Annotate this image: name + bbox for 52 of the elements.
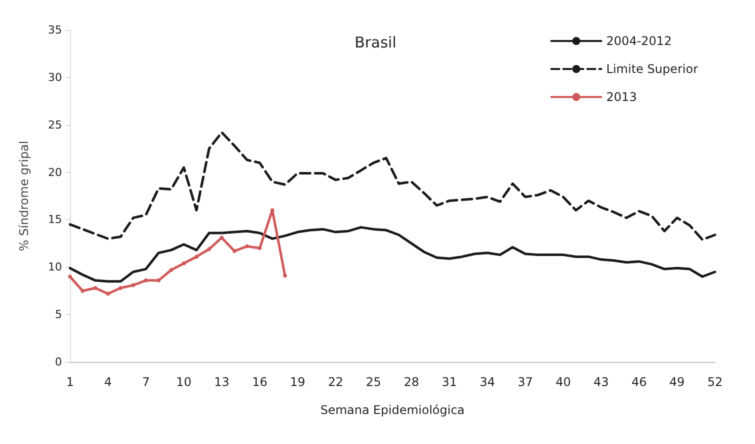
y-tick-label: 5 <box>55 308 62 322</box>
point <box>156 278 161 282</box>
y-tick-label: 25 <box>48 118 62 132</box>
x-axis-title: Semana Epidemiológica <box>320 403 465 417</box>
y-tick-label: 10 <box>48 260 62 274</box>
legend-label: 2004-2012 <box>606 34 672 48</box>
x-tick-label: 40 <box>556 375 571 389</box>
y-tick-label: 35 <box>48 24 62 36</box>
legend-label: 2013 <box>606 90 637 104</box>
point <box>68 274 72 279</box>
point <box>80 288 85 293</box>
point <box>270 208 274 212</box>
point <box>232 249 236 254</box>
point <box>194 254 198 259</box>
line-series <box>68 226 716 283</box>
y-axis-title: % Síndrome gripal <box>17 140 31 252</box>
x-tick-label: 7 <box>142 375 150 389</box>
point <box>182 261 186 266</box>
x-tick-label: 52 <box>707 375 723 389</box>
x-tick-label: 4 <box>104 375 112 389</box>
x-tick-label: 25 <box>366 375 382 389</box>
point <box>245 244 250 248</box>
point <box>93 286 98 290</box>
x-tick-label: 13 <box>214 375 230 389</box>
y-tick-label: 30 <box>48 70 62 84</box>
x-tick-label: 43 <box>594 375 609 389</box>
point <box>169 268 174 272</box>
x-tick-label: 1 <box>66 375 74 389</box>
y-tick-label: 15 <box>48 213 62 226</box>
x-tick-label: 28 <box>404 375 420 389</box>
chart-title: Brasil <box>354 34 396 52</box>
x-tick-label: 19 <box>290 375 306 389</box>
point <box>106 292 110 296</box>
y-tick-label: 20 <box>48 166 62 179</box>
point <box>118 286 123 290</box>
x-tick-label: 22 <box>328 375 344 389</box>
x-tick-label: 10 <box>176 375 192 389</box>
point <box>144 278 148 282</box>
x-tick-label: 31 <box>442 375 458 389</box>
x-tick-label: 46 <box>631 375 647 389</box>
y-tick-label: 0 <box>55 356 62 368</box>
line-series <box>68 131 716 241</box>
x-tick-label: 49 <box>669 375 685 389</box>
point <box>207 247 212 252</box>
point <box>283 274 287 278</box>
x-tick-label: 16 <box>252 375 268 389</box>
point <box>131 283 136 288</box>
legend-label: Limite Superior <box>606 62 698 76</box>
x-tick-label: 37 <box>518 375 533 389</box>
x-tick-label: 34 <box>480 375 495 389</box>
point <box>220 236 224 240</box>
point <box>258 246 262 250</box>
